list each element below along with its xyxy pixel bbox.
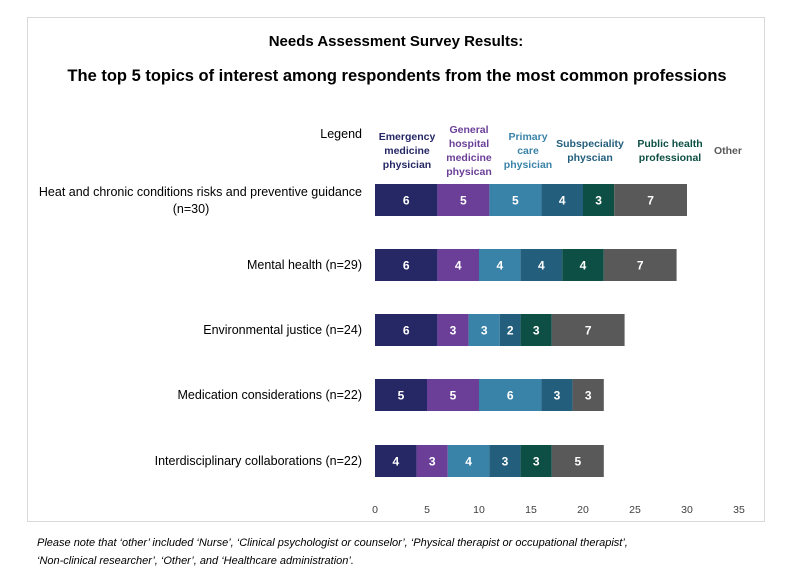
category-label: Interdisciplinary collaborations (n=22) — [155, 454, 362, 468]
legend-entry: General hospital medicine physican — [446, 124, 492, 178]
bar-segment — [541, 379, 573, 411]
bar-data-label: 4 — [538, 259, 545, 273]
category-label: Medication considerations (n=22) — [178, 388, 362, 402]
bar-segment — [572, 379, 604, 411]
bar-data-label: 7 — [647, 194, 654, 208]
bar-segment — [551, 445, 604, 477]
bar-data-label: 5 — [398, 389, 405, 403]
bar-data-label: 4 — [580, 259, 587, 273]
bar-segment — [375, 445, 417, 477]
footnote: Please note that ‘other’ included ‘Nurse… — [37, 534, 757, 570]
chart-frame — [27, 17, 765, 522]
bar-segment — [447, 445, 490, 477]
bar-data-label: 2 — [507, 324, 514, 338]
bar-segment — [479, 379, 542, 411]
chart: Needs Assessment Survey Results: The top … — [39, 33, 745, 516]
bar-data-label: 3 — [429, 455, 436, 469]
bar-segment — [375, 184, 438, 216]
bar-data-label: 7 — [585, 324, 592, 338]
x-tick-label: 30 — [681, 504, 693, 516]
bar-segment — [437, 249, 479, 281]
bar-data-label: 4 — [465, 455, 472, 469]
legend-entry: Primary care physician — [504, 131, 552, 171]
bar-data-label: 6 — [403, 194, 410, 208]
bar-data-label: 4 — [392, 455, 399, 469]
bar-segment — [562, 249, 604, 281]
x-tick-label: 10 — [473, 504, 485, 516]
bar-segment — [416, 445, 448, 477]
bar-segment — [499, 314, 521, 346]
legend-title: Legend — [320, 127, 362, 141]
category-label: Mental health (n=29) — [247, 258, 362, 272]
x-tick-label: 25 — [629, 504, 641, 516]
bar-segment — [541, 184, 583, 216]
bar-data-label: 5 — [574, 455, 581, 469]
bar-segment — [479, 249, 521, 281]
category-label: Environmental justice (n=24) — [203, 323, 362, 337]
bar-segment — [520, 249, 563, 281]
footnote-line: ‘Non-clinical researcher’, ‘Other’, and … — [37, 555, 354, 567]
bar-data-label: 4 — [496, 259, 503, 273]
bar-segment — [583, 184, 615, 216]
bar-segment — [375, 314, 438, 346]
bar-segment — [375, 379, 427, 411]
bar-data-label: 3 — [595, 194, 602, 208]
bar-segment — [489, 445, 521, 477]
bar-data-label: 3 — [533, 455, 540, 469]
x-tick-label: 5 — [424, 504, 430, 516]
bar-data-label: 5 — [450, 389, 457, 403]
bar-data-label: 3 — [502, 455, 509, 469]
bar-segment — [375, 249, 438, 281]
x-tick-label: 0 — [372, 504, 378, 516]
bar-segment — [427, 379, 479, 411]
bar-data-label: 4 — [559, 194, 566, 208]
footnote-line: Please note that ‘other’ included ‘Nurse… — [37, 537, 628, 549]
bar-data-label: 3 — [554, 389, 561, 403]
bar-data-label: 3 — [533, 324, 540, 338]
chart-subtitle: The top 5 topics of interest among respo… — [67, 67, 726, 85]
bar-data-label: 7 — [637, 259, 644, 273]
bar-data-label: 6 — [507, 389, 514, 403]
bar-segment — [437, 314, 469, 346]
x-tick-label: 15 — [525, 504, 537, 516]
bar-data-label: 3 — [481, 324, 488, 338]
bar-segment — [468, 314, 500, 346]
bar-segment — [614, 184, 687, 216]
bar-segment — [551, 314, 625, 346]
legend-entry: Public health professional — [637, 138, 702, 164]
x-tick-label: 20 — [577, 504, 589, 516]
legend-entry: Other — [714, 145, 742, 157]
bar-segment — [603, 249, 677, 281]
legend-entry: Emergency medicine physician — [379, 131, 436, 171]
bar-data-label: 3 — [450, 324, 457, 338]
category-label: Heat and chronic conditions risks and pr… — [39, 185, 362, 216]
bar-data-label: 5 — [512, 194, 519, 208]
bar-data-label: 6 — [403, 259, 410, 273]
bar-data-label: 5 — [460, 194, 467, 208]
x-tick-label: 35 — [733, 504, 745, 516]
bar-data-label: 3 — [585, 389, 592, 403]
bar-segment — [520, 445, 552, 477]
chart-title: Needs Assessment Survey Results: — [269, 33, 524, 50]
bar-data-label: 6 — [403, 324, 410, 338]
bar-data-label: 4 — [455, 259, 462, 273]
bar-segment — [437, 184, 490, 216]
legend-entry: Subspeciality physcian — [556, 138, 624, 164]
bar-segment — [520, 314, 552, 346]
bar-segment — [489, 184, 542, 216]
